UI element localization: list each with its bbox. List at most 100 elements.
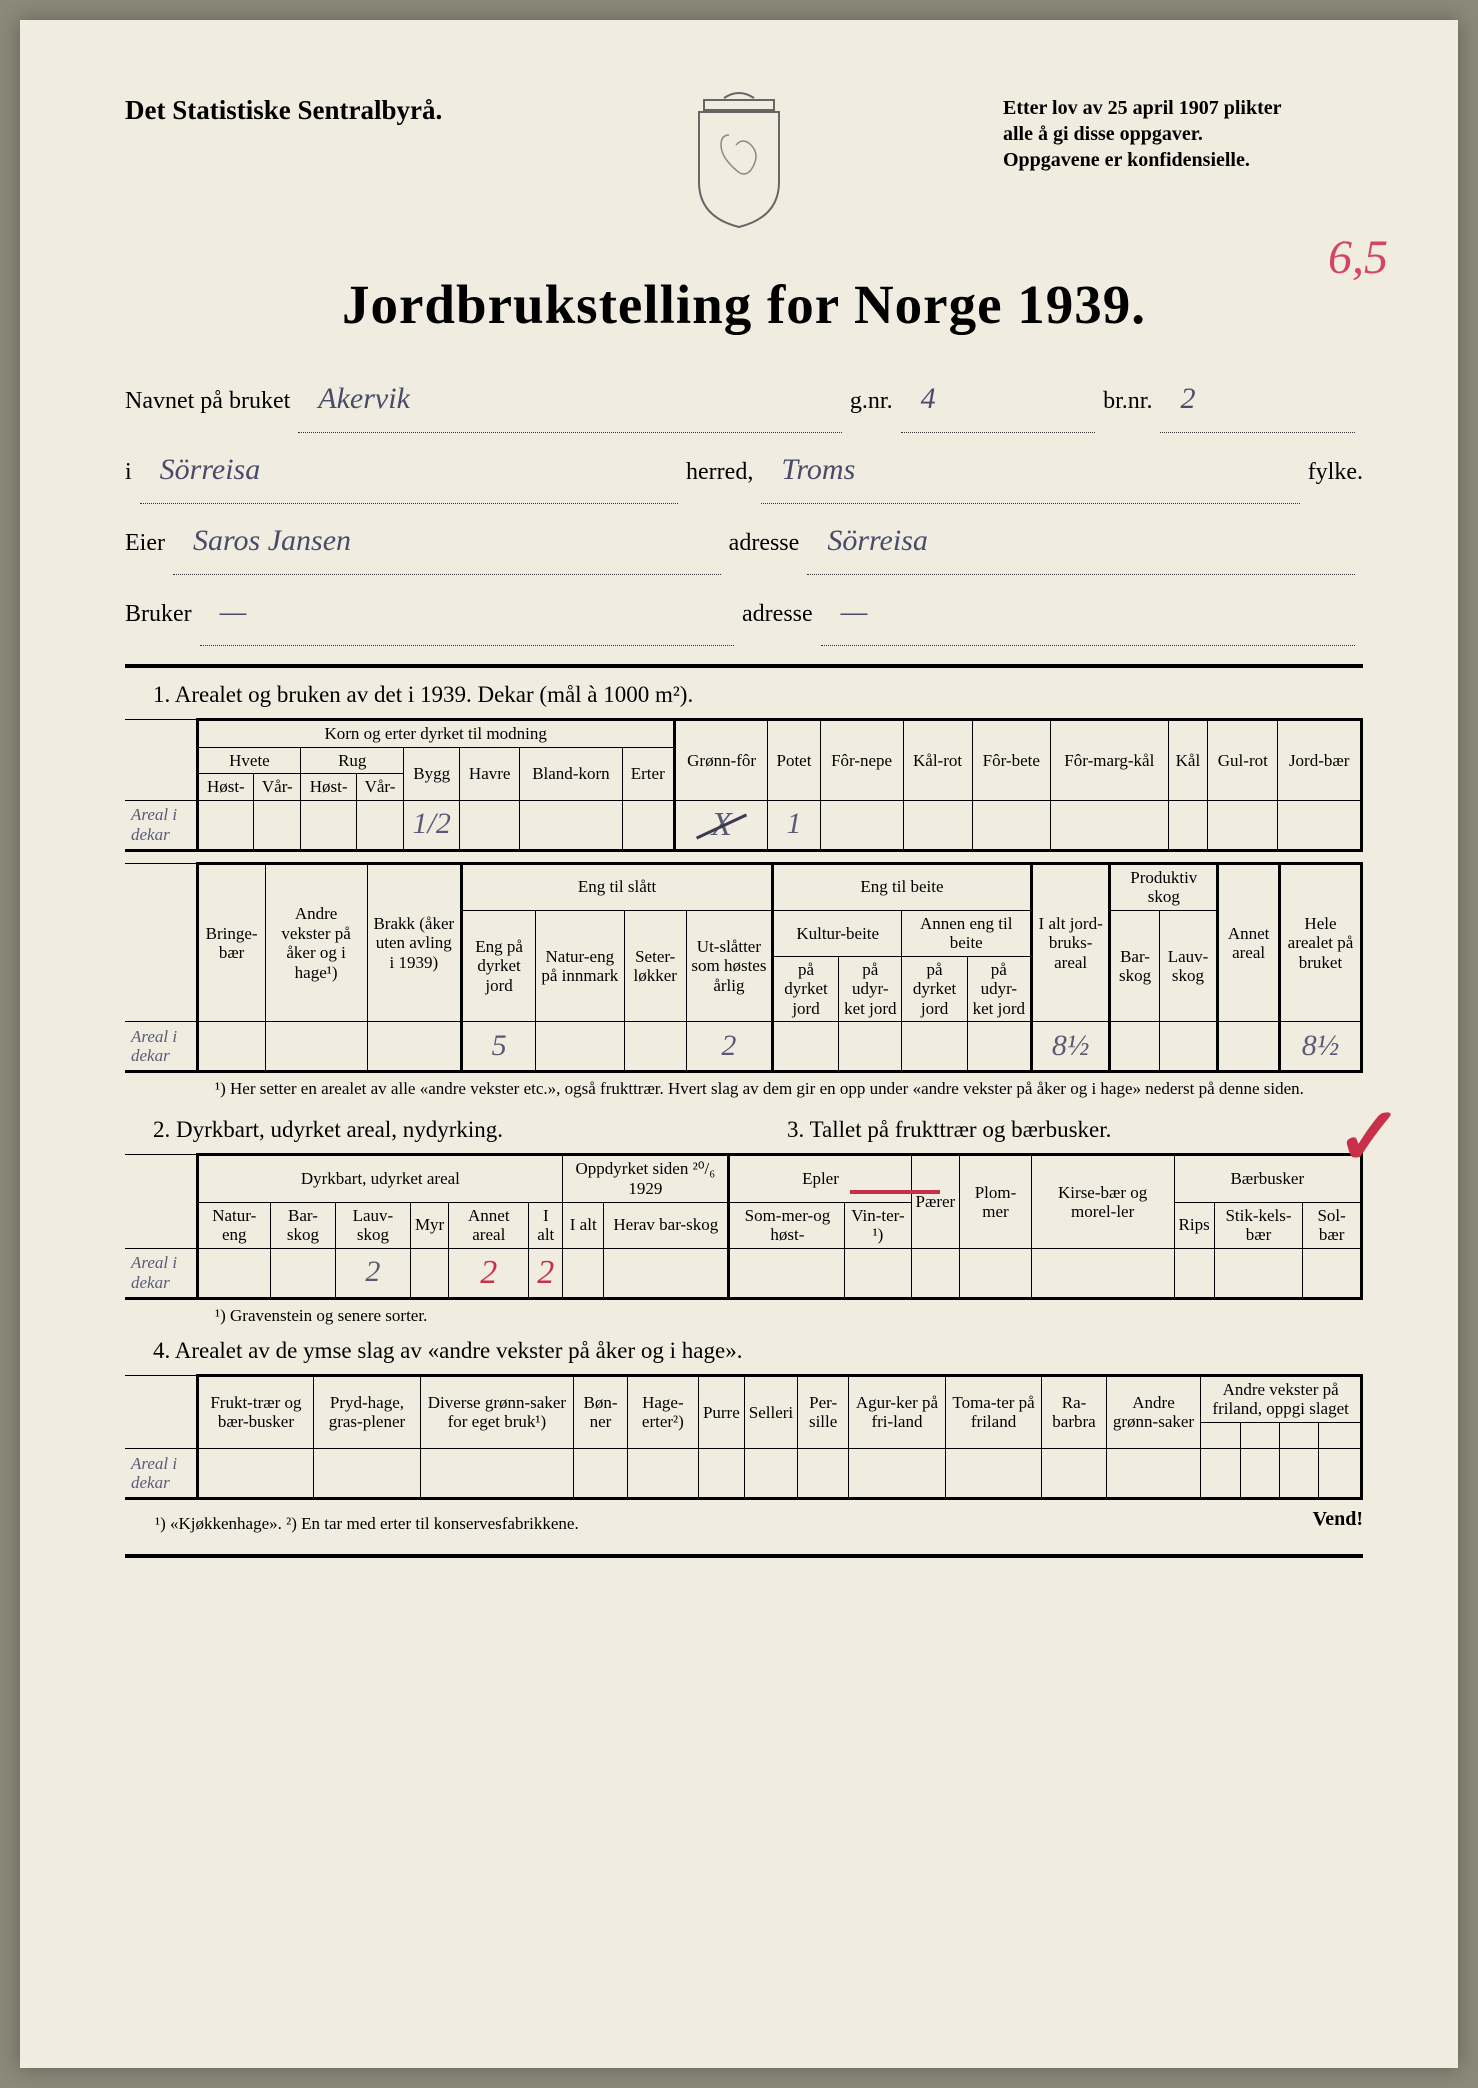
page-title: Jordbrukstelling for Norge 1939. <box>125 273 1363 336</box>
h4-agurker: Agur-ker på fri-land <box>849 1375 946 1449</box>
value-bruket: Akervik <box>298 366 842 433</box>
d-14 <box>1159 1022 1217 1072</box>
h3-solbaer: Sol-bær <box>1303 1202 1362 1248</box>
h-formargkal: Fôr-marg-kål <box>1051 720 1168 801</box>
h2-natureng: Natur-eng <box>197 1202 271 1248</box>
h-andre-vekster: Andre vekster på åker og i hage¹) <box>265 863 367 1022</box>
e-7 <box>563 1248 604 1298</box>
f-10 <box>945 1449 1042 1499</box>
rule-1 <box>125 664 1363 668</box>
h-kb-udyrket: på udyr-ket jord <box>839 956 902 1022</box>
e-ialt: 2 <box>529 1248 563 1298</box>
h-hele-areal: Hele arealet på bruket <box>1279 863 1361 1022</box>
c-16 <box>1208 800 1278 850</box>
f-9 <box>849 1449 946 1499</box>
d-9 <box>839 1022 902 1072</box>
d-8 <box>772 1022 838 1072</box>
value-county: Troms <box>761 437 1299 504</box>
label-bruket: Navnet på bruket <box>125 375 290 428</box>
h-rug-host: Høst- <box>301 774 356 801</box>
h4-purre: Purre <box>698 1375 744 1449</box>
value-brnr: 2 <box>1160 366 1355 433</box>
e-11 <box>911 1248 960 1298</box>
e-1 <box>197 1248 271 1298</box>
h4-af-1 <box>1201 1422 1240 1449</box>
h-annen-eng: Annen eng til beite <box>902 910 1032 956</box>
h2-lauvskog: Lauv-skog <box>335 1202 410 1248</box>
h-rug: Rug <box>301 747 404 774</box>
footnote-1b: ¹) Her setter en arealet av alle «andre … <box>215 1079 1363 1099</box>
d-1 <box>197 1022 265 1072</box>
blank-cell-3 <box>125 1155 197 1248</box>
c-12 <box>903 800 972 850</box>
law-line-1: Etter lov av 25 april 1907 plikter <box>1003 95 1363 121</box>
d-5 <box>536 1022 625 1072</box>
f-3 <box>420 1449 574 1499</box>
table-2-3: Dyrkbart, udyrket areal Oppdyrket siden … <box>125 1153 1363 1299</box>
d-2 <box>265 1022 367 1072</box>
row-label-23: Areal i dekar <box>125 1248 197 1298</box>
h-seter: Seter-løkker <box>624 910 686 1022</box>
d-utslatter: 2 <box>686 1022 772 1072</box>
d-hele: 8½ <box>1279 1022 1361 1072</box>
h-dyrkbart: Dyrkbart, udyrket areal <box>197 1155 563 1202</box>
h-ae-udyrket: på udyr-ket jord <box>967 956 1031 1022</box>
label-adresse-1: adresse <box>729 517 800 570</box>
h-barskog: Bar-skog <box>1110 910 1159 1022</box>
f-7 <box>744 1449 797 1499</box>
h3-vinter: Vin-ter-¹) <box>845 1202 911 1248</box>
h-hvete: Hvete <box>197 747 301 774</box>
e-lauv: 2 <box>335 1248 410 1298</box>
h-gronnfor: Grønn-fôr <box>674 720 768 801</box>
h2-ialt: I alt <box>529 1202 563 1248</box>
e-9 <box>729 1248 845 1298</box>
h-baerbusker: Bærbusker <box>1174 1155 1361 1202</box>
h-epler: Epler <box>729 1155 911 1202</box>
value-bruker: — <box>200 579 734 646</box>
h-kulturbeite: Kultur-beite <box>772 910 902 956</box>
c-3 <box>301 800 356 850</box>
org-name: Det Statistiske Sentralbyrå. <box>125 95 442 126</box>
f-14 <box>1240 1449 1279 1499</box>
h-brakk: Brakk (åker uten avling i 1939) <box>367 863 462 1022</box>
red-checkmark: ✓ <box>1336 1090 1403 1184</box>
h2-ialt2: I alt <box>563 1202 604 1248</box>
section-4-title: 4. Arealet av de ymse slag av «andre vek… <box>153 1338 1363 1364</box>
value-eier-adresse: Sörreisa <box>807 508 1355 575</box>
h2-annet: Annet areal <box>449 1202 529 1248</box>
d-13 <box>1110 1022 1159 1072</box>
value-eier: Saros Jansen <box>173 508 721 575</box>
label-bruker: Bruker <box>125 588 192 641</box>
h-hvete-host: Høst- <box>197 774 254 801</box>
e-4 <box>410 1248 448 1298</box>
farm-info-block: Navnet på bruket Akervik g.nr. 4 br.nr. … <box>125 366 1363 646</box>
label-eier: Eier <box>125 517 165 570</box>
e-13 <box>1031 1248 1174 1298</box>
law-line-2: alle å gi disse oppgaver. <box>1003 121 1363 147</box>
f-8 <box>798 1449 849 1499</box>
c-14 <box>1051 800 1168 850</box>
h-blandkorn: Bland-korn <box>520 747 623 800</box>
h4-af-4 <box>1319 1422 1362 1449</box>
handwritten-red-note: 6,5 <box>1328 230 1388 285</box>
d-11 <box>967 1022 1031 1072</box>
row-label-4: Areal i dekar <box>125 1449 197 1499</box>
h-ialt-jord: I alt jord-bruks-areal <box>1031 863 1109 1022</box>
h-eng-beite: Eng til beite <box>772 863 1031 910</box>
h4-selleri: Selleri <box>744 1375 797 1449</box>
h3-sommer: Som-mer-og høst- <box>729 1202 845 1248</box>
h-paerer: Pærer <box>911 1155 960 1248</box>
h-kalrot: Kål-rot <box>903 720 972 801</box>
label-brnr: br.nr. <box>1103 375 1152 428</box>
h-bygg: Bygg <box>404 747 460 800</box>
h-lauvskog: Lauv-skog <box>1159 910 1217 1022</box>
h-forbete: Fôr-bete <box>972 720 1051 801</box>
h-havre: Havre <box>460 747 520 800</box>
c-1 <box>197 800 254 850</box>
h4-pryd: Pryd-hage, gras-plener <box>314 1375 420 1449</box>
h4-bonner: Bøn-ner <box>574 1375 628 1449</box>
c-11 <box>820 800 903 850</box>
f-4 <box>574 1449 628 1499</box>
h4-af-2 <box>1240 1422 1279 1449</box>
h-erter: Erter <box>622 747 674 800</box>
